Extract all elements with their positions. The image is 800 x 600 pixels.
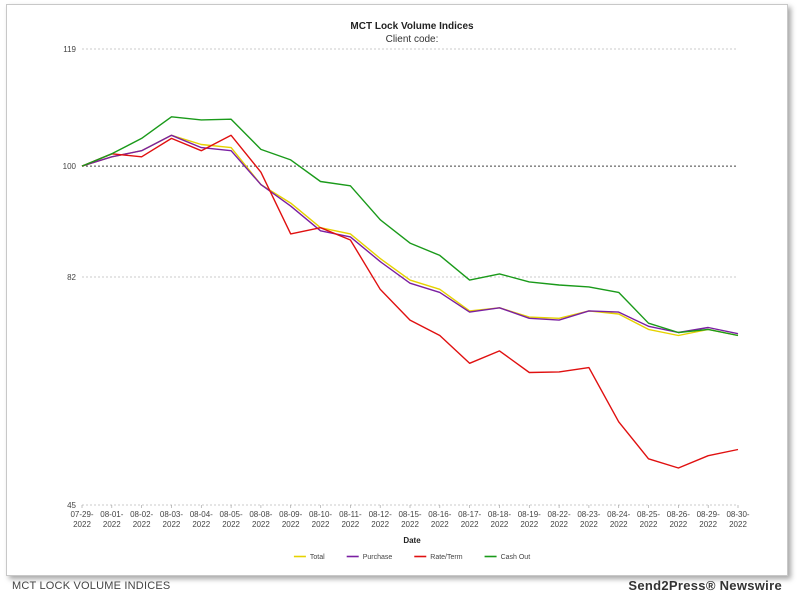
series-line-rate-term	[81, 134, 739, 469]
series-line-purchase	[81, 134, 739, 335]
y-tick-label: 119	[63, 45, 76, 54]
x-tick-label: 08-03-2022	[160, 510, 183, 529]
chart: MCT Lock Volume Indices Client code: 119…	[63, 21, 750, 561]
x-tick-label: 08-17-2022	[458, 510, 481, 529]
legend-item-total[interactable]: Total	[293, 554, 325, 561]
x-tick-label: 08-09-2022	[279, 510, 302, 529]
x-tick-label: 08-23-2022	[577, 510, 600, 529]
legend-label: Rate/Term	[430, 554, 462, 561]
x-tick-label: 08-16-2022	[428, 510, 451, 529]
legend-label: Purchase	[363, 554, 393, 561]
series-lines	[81, 116, 739, 469]
x-tick-label: 08-25-2022	[637, 510, 660, 529]
x-ticks: 07-29-2022 08-01-2022 08-02-2022 08-03-2022…	[70, 505, 750, 529]
footer-caption: MCT LOCK VOLUME INDICES	[12, 580, 171, 592]
x-tick-label: 08-22-2022	[548, 510, 571, 529]
legend-item-rate-term[interactable]: Rate/Term	[414, 554, 463, 561]
x-tick-label: 08-10-2022	[309, 510, 332, 529]
x-tick-label: 08-18-2022	[488, 510, 511, 529]
legend-label: Total	[310, 554, 325, 561]
x-tick-label: 08-19-2022	[518, 510, 541, 529]
chart-subtitle: Client code:	[386, 34, 439, 45]
series-line-total	[81, 134, 739, 337]
x-tick-label: 08-11-2022	[339, 510, 362, 529]
legend-item-cash-out[interactable]: Cash Out	[484, 554, 531, 561]
y-tick-label: 82	[67, 273, 76, 282]
series-line-cash-out	[81, 116, 739, 337]
x-tick-label: 08-26-2022	[667, 510, 690, 529]
x-tick-label: 08-12-2022	[369, 510, 392, 529]
x-tick-label: 08-08-2022	[249, 510, 272, 529]
x-tick-label: 08-30-2022	[726, 510, 749, 529]
x-tick-label: 08-02-2022	[130, 510, 153, 529]
x-axis-label: Date	[403, 536, 421, 545]
legend-label: Cash Out	[501, 554, 531, 561]
footer-brand: Send2Press® Newswire	[628, 578, 782, 593]
x-tick-label: 08-01-2022	[100, 510, 123, 529]
x-tick-label: 08-24-2022	[607, 510, 630, 529]
x-tick-label: 07-29-2022	[70, 510, 93, 529]
x-tick-label: 08-15-2022	[398, 510, 421, 529]
chart-frame: MCT Lock Volume Indices Client code: 119…	[6, 4, 788, 576]
legend-item-purchase[interactable]: Purchase	[346, 554, 393, 561]
grid: 119 100 82 45	[63, 45, 738, 510]
y-tick-label: 45	[67, 501, 76, 510]
x-tick-label: 08-29-2022	[697, 510, 720, 529]
x-tick-label: 08-05-2022	[220, 510, 243, 529]
x-tick-label: 08-04-2022	[190, 510, 213, 529]
y-tick-label: 100	[63, 162, 77, 171]
chart-title: MCT Lock Volume Indices	[350, 21, 474, 32]
legend[interactable]: Total Purchase Rate/Term Cash Out	[293, 554, 531, 561]
